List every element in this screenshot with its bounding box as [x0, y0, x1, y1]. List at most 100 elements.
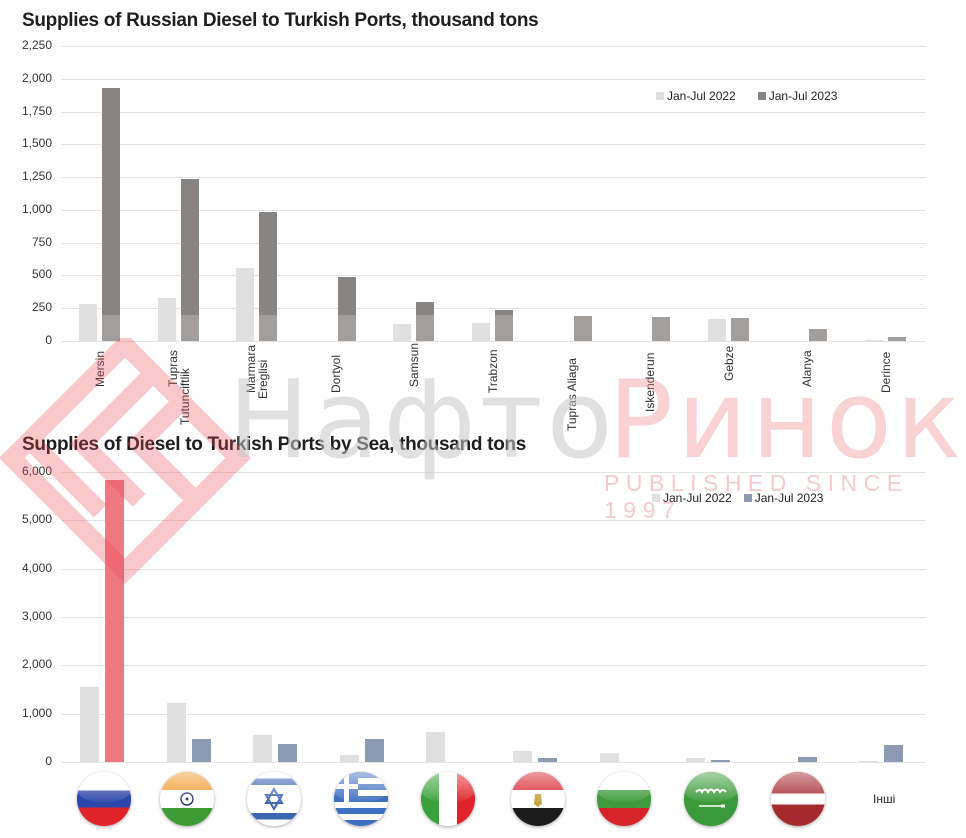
legend-label-2023: Jan-Jul 2023	[768, 89, 838, 103]
y-axis-tick: 250	[31, 300, 52, 315]
bar-2023	[573, 316, 592, 341]
legend-item-2023: Jan-Jul 2023	[743, 491, 824, 505]
bar-2022	[79, 304, 98, 341]
india-flag-icon	[160, 772, 214, 826]
israel-flag-icon	[247, 772, 301, 826]
legend-swatch-2023	[757, 92, 766, 100]
gridline	[62, 209, 926, 211]
bar-2023	[364, 738, 384, 762]
y-axis-tick: 2,000	[21, 657, 52, 672]
gridline	[62, 78, 926, 80]
gridline	[62, 144, 926, 146]
bar-2022	[166, 702, 186, 762]
bar-2023	[652, 317, 671, 341]
legend-item-2022: Jan-Jul 2022	[652, 491, 732, 505]
y-axis-tick: 500	[31, 267, 52, 282]
bar-2023-lower-band	[337, 314, 356, 341]
y-axis-tick: 1,500	[21, 136, 52, 151]
bar-2023-lower-band	[102, 314, 121, 341]
bar-2023-lower-band	[652, 317, 671, 341]
bar-2022	[157, 298, 176, 341]
y-axis-tick: 4,000	[21, 560, 52, 575]
bar-2023-lower-band	[573, 316, 592, 341]
bar-2022	[393, 323, 412, 341]
gridline	[62, 520, 926, 522]
bar-2023-lower-band	[259, 314, 278, 341]
gridline	[62, 242, 926, 244]
bar-2023	[337, 276, 356, 341]
latvia-flag-icon	[771, 772, 825, 826]
gridline	[62, 713, 926, 715]
gridline	[62, 111, 926, 113]
chart2-legend: Jan-Jul 2022 Jan-Jul 2023	[652, 491, 823, 505]
bar-2023	[797, 757, 817, 762]
gridline	[62, 617, 926, 618]
chart1-legend: Jan-Jul 2022 Jan-Jul 2023	[656, 89, 837, 103]
italy-flag-icon	[421, 772, 475, 826]
bar-2022	[236, 268, 255, 341]
legend-swatch-2022	[652, 494, 660, 502]
bar-2023	[180, 179, 199, 341]
y-axis-tick: 3,000	[21, 609, 52, 623]
bar-2022	[864, 340, 883, 341]
gridline	[62, 341, 926, 342]
bar-2023	[416, 302, 435, 341]
russia-flag-icon	[77, 772, 131, 826]
y-axis-tick: 1,000	[21, 705, 52, 720]
bar-2022	[472, 323, 490, 341]
gridline	[62, 275, 926, 277]
y-axis-tick: 0	[45, 333, 52, 347]
legend-swatch-2022	[656, 92, 664, 100]
bar-2023-lower-band	[416, 314, 435, 341]
bar-2022	[426, 731, 446, 762]
gridline	[62, 177, 926, 179]
legend-item-2022: Jan-Jul 2022	[656, 89, 736, 103]
others-label: Інші	[873, 792, 896, 806]
bar-2023-lower-band	[495, 314, 513, 341]
legend-label-2023: Jan-Jul 2023	[754, 491, 824, 505]
y-axis-tick: 1,250	[21, 169, 52, 184]
bar-2023-lower-band	[730, 317, 749, 341]
y-axis-tick: 5,000	[21, 512, 52, 527]
y-axis-tick: 2,250	[21, 38, 52, 52]
bar-2023	[278, 744, 298, 762]
chart1-russian-diesel-by-port: 0 250 500 750 1,000 1,250 1,500 1,750 2,000 2,250…	[21, 38, 926, 431]
bar-2023	[809, 329, 828, 341]
gridline	[62, 665, 926, 667]
bar-2023	[495, 309, 513, 341]
bar-2023	[259, 211, 278, 341]
y-axis-tick: 0	[45, 754, 52, 768]
bar-2023	[538, 757, 557, 762]
bar-2023	[102, 87, 121, 341]
legend-swatch-2023	[743, 494, 752, 502]
bar-2022	[686, 758, 706, 762]
gridline	[62, 568, 926, 570]
y-axis-tick: 750	[31, 234, 52, 249]
bar-2023	[105, 479, 124, 762]
bar-2023	[884, 744, 904, 762]
bar-2023	[711, 760, 731, 762]
bar-2022	[707, 319, 726, 341]
bar-2023	[191, 739, 211, 762]
gridline	[62, 762, 926, 763]
y-axis-tick: 1,750	[21, 103, 52, 118]
greece-flag-icon	[334, 772, 388, 826]
bar-2022	[513, 751, 532, 762]
chart2-title: Supplies of Diesel to Turkish Ports by S…	[22, 434, 527, 455]
bar-2023-lower-band	[809, 329, 828, 341]
gridline	[62, 472, 926, 473]
y-axis-tick: 6,000	[21, 464, 52, 478]
bar-2022	[859, 761, 879, 762]
gridline	[62, 308, 926, 310]
bulgaria-flag-icon	[597, 772, 651, 826]
legend-item-2023: Jan-Jul 2023	[757, 89, 838, 103]
bar-2023	[887, 337, 906, 341]
egypt-flag-icon	[511, 772, 565, 826]
bar-2022	[253, 735, 273, 762]
gridline	[62, 46, 926, 47]
legend-label-2022: Jan-Jul 2022	[663, 491, 732, 505]
bar-2022	[339, 754, 359, 762]
bar-2022	[599, 752, 619, 762]
y-axis-tick: 2,000	[21, 70, 52, 85]
